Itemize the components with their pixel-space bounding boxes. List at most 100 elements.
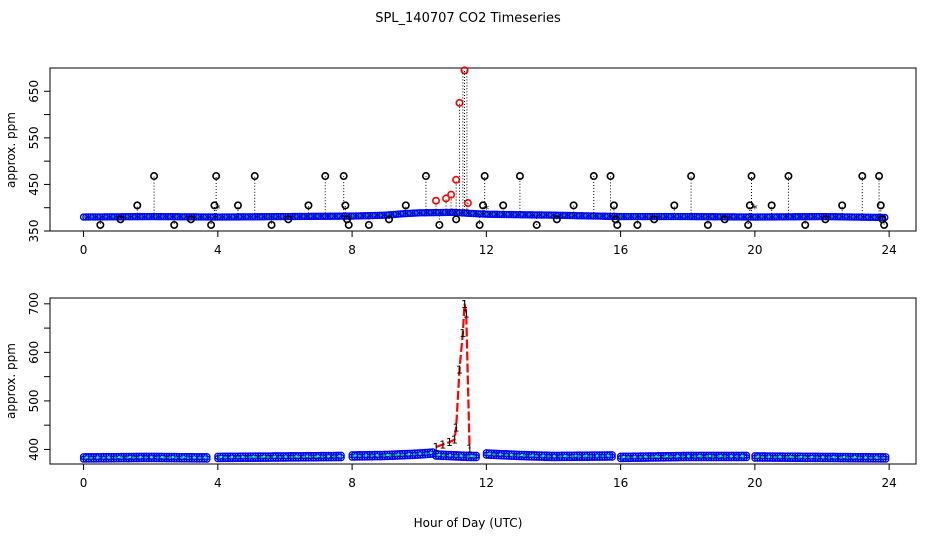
upper-green-point — [422, 211, 425, 214]
upper-green-point — [203, 215, 206, 218]
upper-baseline-point — [848, 213, 856, 221]
upper-spike-point — [150, 172, 159, 181]
upper-baseline-point — [171, 213, 179, 221]
lower-cyan-point — [552, 454, 556, 458]
upper-green-point — [626, 215, 629, 218]
upper-baseline-point — [695, 212, 703, 221]
lower-cyan-point — [386, 453, 389, 457]
upper-baseline-point — [213, 213, 222, 221]
lower-green-point — [870, 456, 873, 460]
upper-green-point — [140, 215, 143, 218]
upper-baseline-point — [568, 211, 576, 220]
upper-baseline-point — [462, 209, 471, 217]
upper-spike-point — [552, 215, 561, 224]
lower-cyan-point — [305, 455, 309, 458]
upper-baseline-point — [622, 212, 631, 221]
lower-cyan-point — [96, 456, 99, 459]
upper-cyan-marker: * — [752, 203, 758, 216]
upper-baseline-point — [512, 210, 520, 219]
upper-baseline-point — [244, 213, 252, 221]
lower-green-point — [785, 455, 789, 459]
lower-green-point — [815, 456, 819, 459]
lower-x-tick-label: 24 — [882, 476, 897, 490]
lower-cyan-point — [832, 455, 835, 459]
upper-baseline-point — [693, 212, 701, 221]
upper-baseline-point — [319, 212, 327, 220]
lower-green-point — [472, 455, 476, 458]
upper-baseline-point — [632, 212, 640, 221]
upper-baseline-point — [728, 213, 736, 221]
upper-panel: approx. ppm 0 4 8 12 16 20 24 350 450 550 650 * * * — [4, 66, 917, 257]
lower-flagged-label: 1 — [461, 298, 468, 311]
upper-spike-point — [421, 172, 430, 181]
lower-green-point — [559, 455, 562, 458]
upper-baseline-point — [110, 213, 118, 221]
upper-baseline-point — [258, 213, 266, 221]
upper-spike-point — [339, 172, 348, 181]
lower-y-tick-label: 600 — [27, 341, 41, 364]
lower-green-point — [705, 455, 709, 458]
lower-lower-band-point — [882, 455, 890, 463]
upper-flag-point — [447, 190, 456, 199]
upper-baseline-point — [420, 209, 428, 217]
lower-green-point — [845, 456, 849, 459]
upper-spike-point — [233, 201, 242, 210]
lower-x-tick-label: 20 — [747, 476, 762, 490]
upper-baseline-point — [791, 213, 800, 221]
upper-green-point — [499, 213, 502, 216]
lower-cyan-point — [139, 455, 142, 459]
upper-green-point — [351, 214, 354, 218]
upper-spike-point — [858, 172, 867, 181]
lower-cyan-point — [520, 453, 524, 457]
upper-baseline-point — [787, 213, 795, 221]
upper-baseline-point — [502, 210, 511, 219]
upper-spike-point — [480, 172, 489, 181]
upper-baseline-point — [326, 212, 334, 220]
lower-green-point — [224, 456, 227, 459]
upper-green-point — [732, 215, 735, 218]
lower-green-point — [370, 454, 374, 458]
upper-spike-point — [633, 220, 642, 229]
upper-green-point — [739, 215, 742, 218]
upper-baseline-point — [681, 212, 689, 221]
upper-green-point — [696, 215, 700, 218]
upper-spike-point — [364, 220, 373, 229]
upper-baseline-point — [871, 213, 880, 222]
upper-green-point — [443, 211, 446, 214]
lower-lower-band-point — [203, 455, 211, 463]
upper-baseline-point — [751, 213, 760, 221]
lower-flagged-line — [435, 303, 471, 449]
upper-spike-point — [515, 172, 524, 181]
lower-plot-frame — [49, 297, 917, 465]
upper-baseline-point — [79, 213, 88, 221]
upper-green-point — [154, 215, 157, 218]
lower-cyan-point — [606, 454, 610, 457]
lower-green-point — [320, 455, 324, 458]
upper-spike-point — [606, 172, 615, 181]
lower-cyan-point — [160, 455, 164, 459]
lower-cyan-point — [730, 454, 733, 458]
upper-baseline-point — [836, 213, 844, 221]
lower-cyan-point — [438, 453, 441, 456]
upper-green-point — [259, 215, 263, 218]
upper-baseline-point — [371, 211, 379, 220]
lower-cyan-point — [397, 453, 400, 456]
upper-baseline-point — [368, 211, 377, 220]
upper-baseline-point — [178, 213, 186, 221]
lower-green-point — [492, 453, 496, 456]
lower-cyan-point — [740, 454, 744, 458]
upper-spike-point — [210, 201, 219, 210]
lower-flagged-label: 1 — [439, 439, 446, 452]
upper-baseline-point — [152, 212, 161, 221]
upper-baseline-point — [354, 212, 363, 220]
upper-baseline-point — [812, 212, 821, 221]
lower-green-point — [681, 455, 685, 458]
upper-spike-point — [703, 220, 712, 229]
lower-cyan-point — [429, 451, 432, 454]
lower-cyan-point — [448, 453, 452, 457]
upper-baseline-point — [476, 210, 485, 218]
upper-baseline-point — [256, 213, 264, 221]
lower-green-point — [248, 455, 252, 459]
lower-x-tick-label: 4 — [214, 476, 222, 490]
upper-baseline-point — [523, 211, 532, 219]
